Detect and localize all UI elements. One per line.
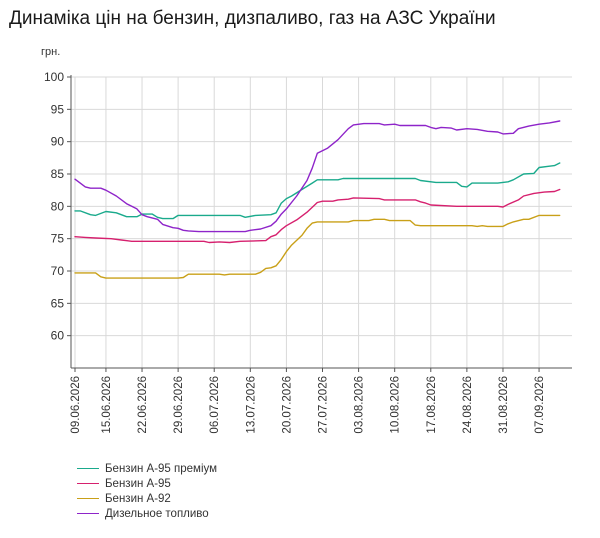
chart-legend: Бензин А-95 преміум Бензин А-95 Бензин А-9… [77,461,217,521]
legend-swatch [77,513,99,514]
legend-item: Дизельное топливо [77,506,217,521]
x-tick-label: 09.06.2026 [70,376,82,434]
series-line-2 [74,188,561,244]
x-tick-label: 17.08.2026 [426,376,438,434]
legend-label: Бензин А-95 [105,477,171,490]
y-tick-label: 100 [44,70,64,84]
series-line-3 [74,214,561,279]
y-tick-label: 65 [51,296,65,310]
x-tick-label: 10.08.2026 [390,376,402,434]
y-tick-label: 95 [51,102,65,116]
series-line-4 [74,120,561,233]
legend-swatch [77,483,99,484]
legend-label: Бензин А-92 [105,492,171,505]
x-tick-label: 03.08.2026 [354,376,366,434]
legend-item: Бензин А-95 [77,476,217,491]
x-tick-label: 20.07.2026 [281,376,293,434]
legend-swatch [77,468,99,469]
x-tick-label: 29.06.2026 [173,376,185,434]
x-tick-label: 31.08.2026 [498,376,510,434]
series-layer [74,120,561,279]
y-tick-label: 90 [51,135,65,149]
y-tick-label: 75 [51,232,65,246]
x-tick-label: 22.06.2026 [137,376,149,434]
legend-item: Бензин А-92 [77,491,217,506]
axis-layer: 60 65 70 75 80 85 90 95 100 09.06.2026 15.06.2026 2… [44,70,572,434]
x-tick-label: 15.06.2026 [101,376,113,434]
legend-item: Бензин А-95 преміум [77,461,217,476]
legend-label: Дизельное топливо [105,507,209,520]
x-tick-label: 13.07.2026 [245,376,257,434]
y-tick-label: 80 [51,199,65,213]
y-tick-label: 60 [51,329,65,343]
legend-swatch [77,498,99,499]
x-tick-label: 07.09.2026 [534,376,546,434]
x-tick-label: 27.07.2026 [318,376,330,434]
chart-title: Динаміка цін на бензин, дизпаливо, газ н… [9,8,496,29]
x-tick-label: 06.07.2026 [209,376,221,434]
y-axis-unit-label: грн. [41,46,60,58]
legend-label: Бензин А-95 преміум [105,462,218,475]
y-tick-label: 85 [51,167,65,181]
x-tick-label: 24.08.2026 [462,376,474,434]
grid-layer [71,76,572,368]
y-tick-label: 70 [51,264,65,278]
series-line-1 [74,162,561,220]
